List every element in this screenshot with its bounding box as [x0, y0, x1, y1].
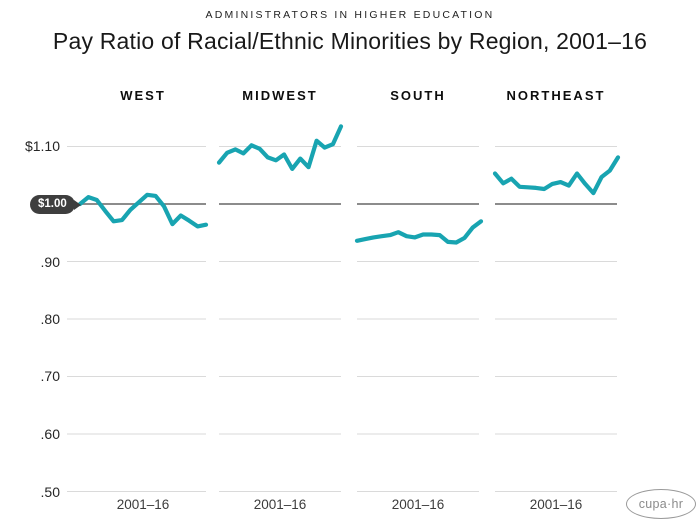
panel-title-northeast: NORTHEAST [506, 88, 606, 103]
x-axis-label-midwest: 2001–16 [253, 497, 307, 512]
series-line-west [77, 192, 209, 229]
y-tick-label: .90 [40, 254, 60, 270]
panel-title-midwest: MIDWEST [242, 88, 318, 103]
panel-title-south: SOUTH [390, 88, 446, 103]
series-line-northeast [492, 155, 621, 196]
y-tick-label: .50 [40, 484, 60, 500]
x-axis-label-south: 2001–16 [391, 497, 445, 512]
cupa-hr-logo: cupa·hr [626, 489, 696, 519]
y-tick-label: $1.10 [24, 138, 60, 154]
chart-main-title: Pay Ratio of Racial/Ethnic Minorities by… [52, 28, 648, 54]
series-line-south [354, 219, 484, 245]
series-line-midwest [216, 124, 344, 171]
panel-title-west: WEST [120, 88, 166, 103]
y-tick-label: .70 [40, 368, 60, 384]
y-tick-label: .60 [40, 426, 60, 442]
y-tick-label: .80 [40, 311, 60, 327]
x-axis-label-northeast: 2001–16 [529, 497, 583, 512]
reference-value-badge: $1.00 [30, 195, 81, 214]
chart-kicker: ADMINISTRATORS IN HIGHER EDUCATION [205, 9, 495, 21]
x-axis-label-west: 2001–16 [116, 497, 170, 512]
